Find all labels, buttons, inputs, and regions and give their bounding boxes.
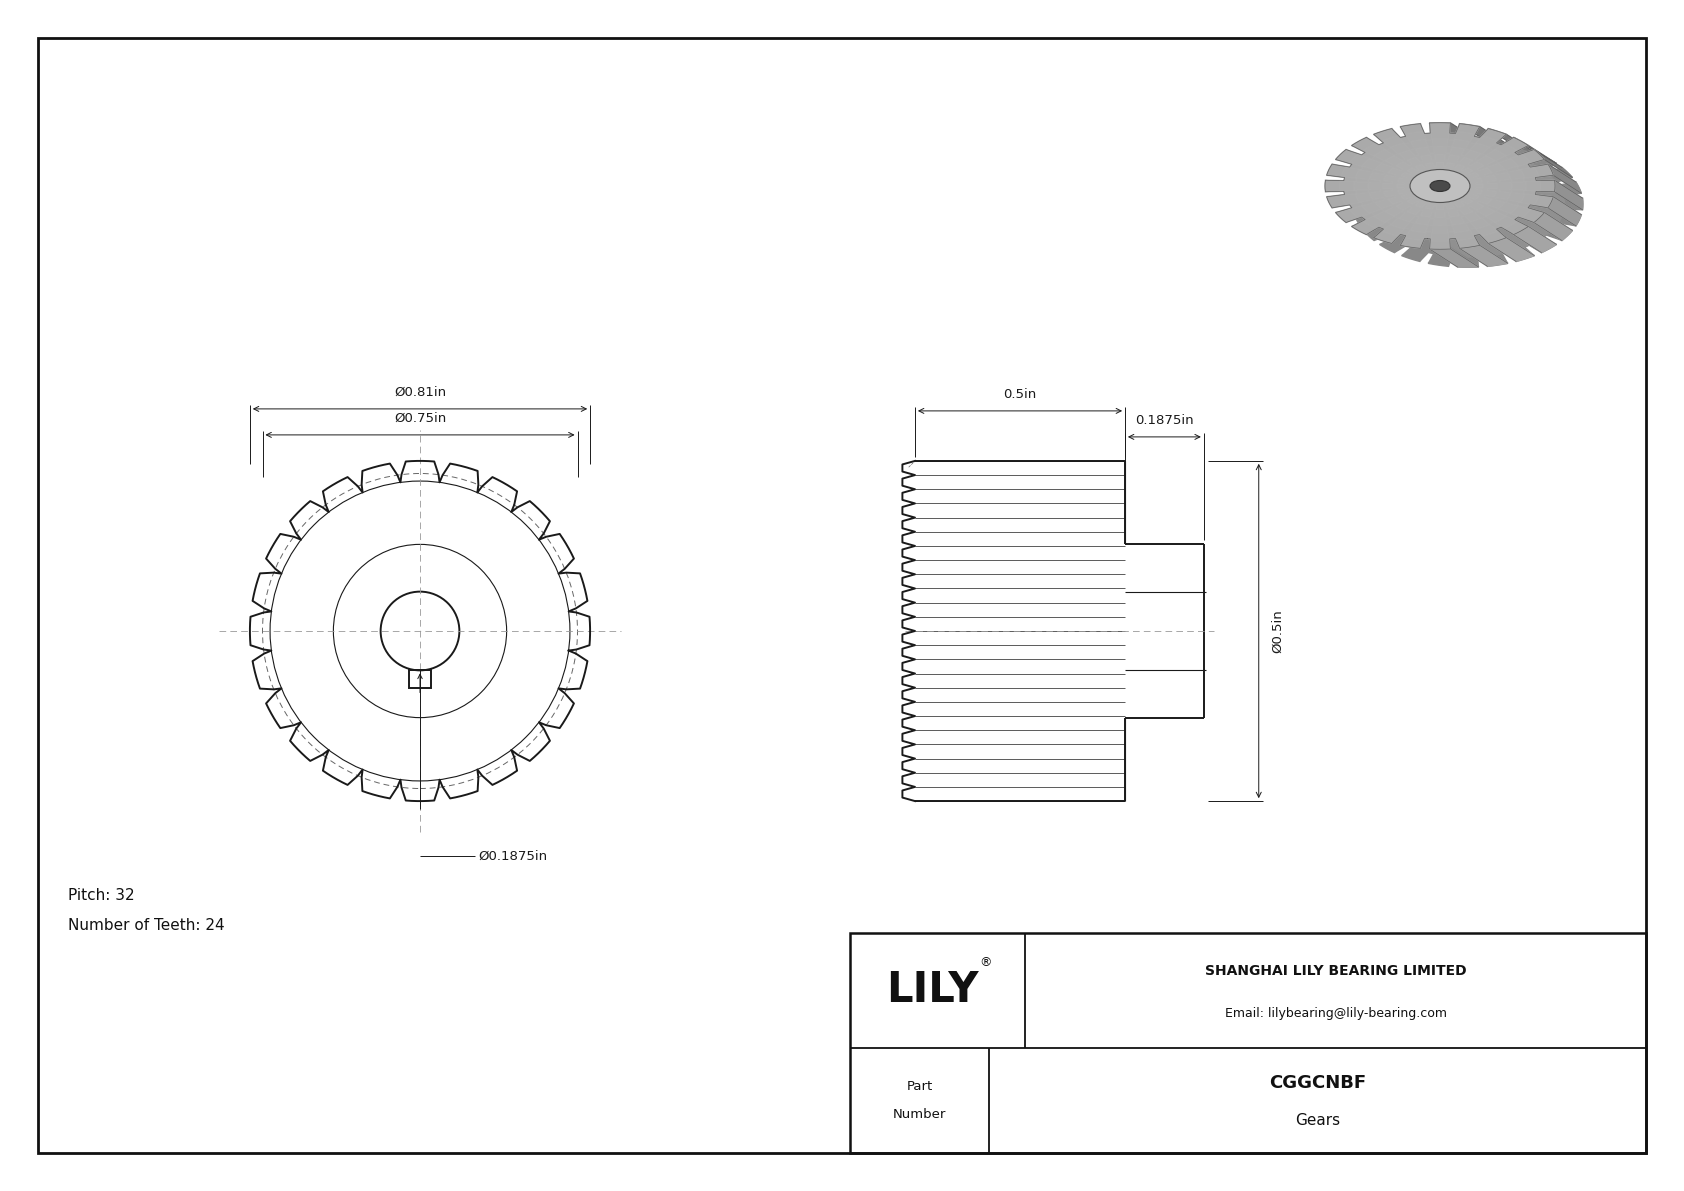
Bar [409, 671, 431, 688]
Polygon shape [1460, 124, 1507, 144]
Polygon shape [1489, 129, 1534, 152]
Polygon shape [1548, 164, 1581, 193]
Text: Number of Teeth: 24: Number of Teeth: 24 [67, 917, 224, 933]
Text: Ø0.75in: Ø0.75in [394, 412, 446, 425]
Polygon shape [1440, 133, 1564, 257]
Polygon shape [1383, 155, 1497, 218]
Polygon shape [1430, 123, 1479, 141]
Text: Number: Number [893, 1108, 946, 1121]
Text: Ø0.5in: Ø0.5in [1271, 609, 1283, 653]
Text: Email: lilybearing@lily-bearing.com: Email: lilybearing@lily-bearing.com [1224, 1008, 1447, 1019]
Polygon shape [1514, 137, 1556, 163]
Polygon shape [1534, 150, 1573, 177]
Polygon shape [1339, 131, 1541, 242]
Polygon shape [1548, 197, 1581, 226]
Text: LILY: LILY [886, 969, 978, 1011]
Text: CGGCNBF: CGGCNBF [1270, 1073, 1366, 1091]
Ellipse shape [1430, 181, 1450, 192]
Polygon shape [1352, 141, 1583, 267]
Polygon shape [1411, 170, 1468, 201]
Polygon shape [1489, 238, 1534, 262]
Ellipse shape [1410, 169, 1470, 202]
Polygon shape [1354, 138, 1526, 233]
Text: Pitch: 32: Pitch: 32 [67, 887, 135, 903]
Polygon shape [1426, 179, 1455, 194]
Polygon shape [1460, 245, 1507, 267]
Polygon shape [1534, 212, 1573, 241]
Text: SHANGHAI LILY BEARING LIMITED: SHANGHAI LILY BEARING LIMITED [1204, 964, 1467, 978]
Text: Gears: Gears [1295, 1114, 1340, 1128]
Text: 0.1875in: 0.1875in [1135, 414, 1194, 426]
Text: Ø0.1875in: Ø0.1875in [478, 849, 547, 862]
Polygon shape [1554, 180, 1583, 210]
Polygon shape [1396, 162, 1484, 210]
Text: Part: Part [906, 1080, 933, 1093]
Text: Ø0.81in: Ø0.81in [394, 386, 446, 399]
Polygon shape [1514, 226, 1556, 252]
Text: 0.5in: 0.5in [1004, 388, 1037, 401]
Polygon shape [1367, 146, 1512, 225]
Polygon shape [1430, 249, 1479, 267]
Polygon shape [1325, 123, 1554, 249]
Text: ®: ® [980, 956, 992, 969]
Bar [850, 933, 1645, 1153]
Polygon shape [1325, 123, 1554, 249]
